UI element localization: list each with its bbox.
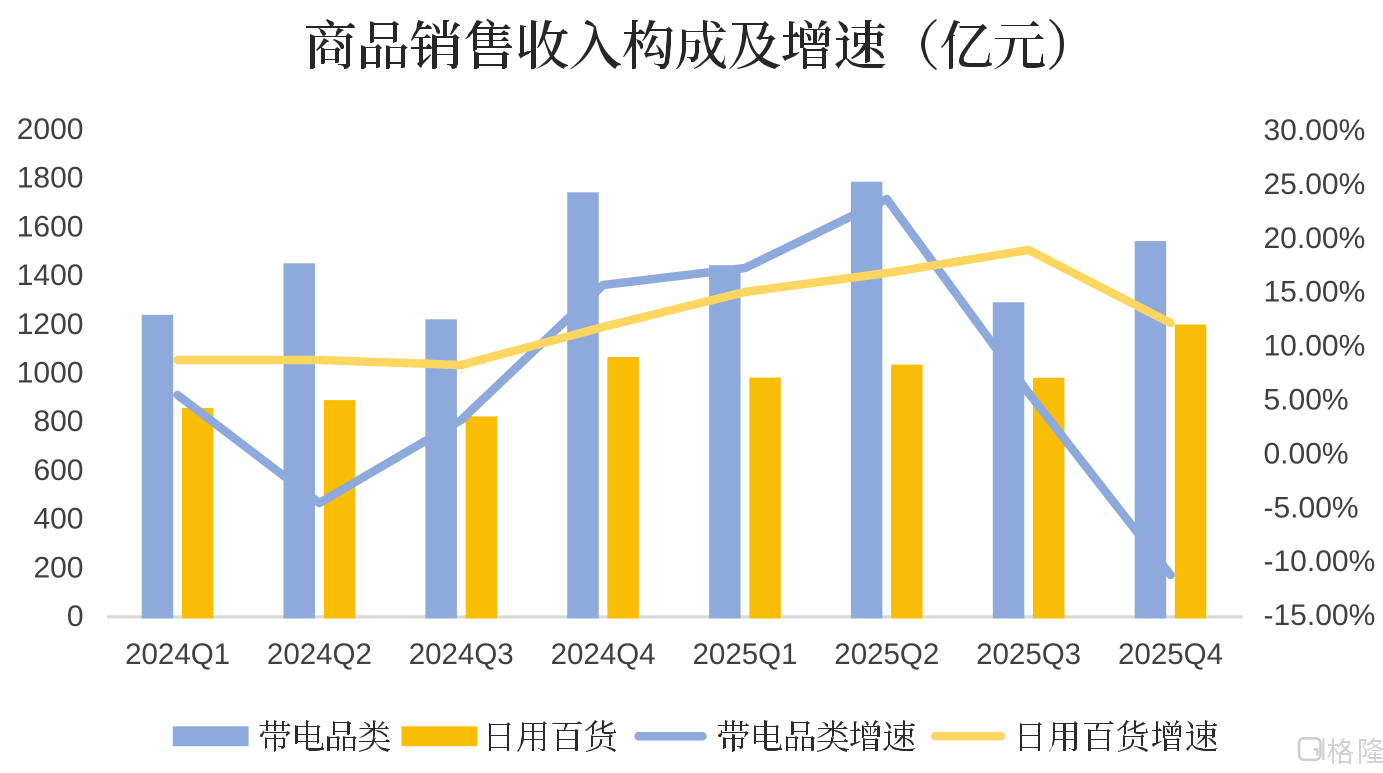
- svg-text:2025Q1: 2025Q1: [693, 638, 798, 671]
- svg-text:0.00%: 0.00%: [1264, 437, 1349, 470]
- svg-text:10.00%: 10.00%: [1264, 330, 1366, 363]
- svg-text:2025Q3: 2025Q3: [976, 638, 1081, 671]
- svg-text:600: 600: [33, 454, 83, 487]
- svg-text:400: 400: [33, 503, 83, 536]
- svg-text:2024Q1: 2024Q1: [125, 638, 230, 671]
- svg-text:2025Q4: 2025Q4: [1118, 638, 1223, 671]
- svg-text:2000: 2000: [17, 113, 84, 146]
- svg-text:2024Q2: 2024Q2: [267, 638, 372, 671]
- svg-text:200: 200: [33, 551, 83, 584]
- svg-text:2024Q3: 2024Q3: [409, 638, 514, 671]
- svg-text:-15.00%: -15.00%: [1264, 599, 1376, 632]
- svg-text:1400: 1400: [17, 259, 84, 292]
- svg-text:1800: 1800: [17, 162, 84, 195]
- svg-text:1000: 1000: [17, 357, 84, 390]
- svg-text:15.00%: 15.00%: [1264, 276, 1366, 309]
- svg-text:0: 0: [67, 600, 84, 633]
- svg-text:-10.00%: -10.00%: [1264, 545, 1376, 578]
- svg-text:2025Q2: 2025Q2: [834, 638, 939, 671]
- svg-text:30.00%: 30.00%: [1264, 114, 1366, 147]
- svg-text:5.00%: 5.00%: [1264, 384, 1349, 417]
- svg-text:800: 800: [33, 405, 83, 438]
- svg-text:-5.00%: -5.00%: [1264, 491, 1359, 524]
- svg-text:1200: 1200: [17, 308, 84, 341]
- svg-text:1600: 1600: [17, 210, 84, 243]
- svg-text:2024Q4: 2024Q4: [551, 638, 656, 671]
- svg-text:25.00%: 25.00%: [1264, 168, 1366, 201]
- svg-text:20.00%: 20.00%: [1264, 222, 1366, 255]
